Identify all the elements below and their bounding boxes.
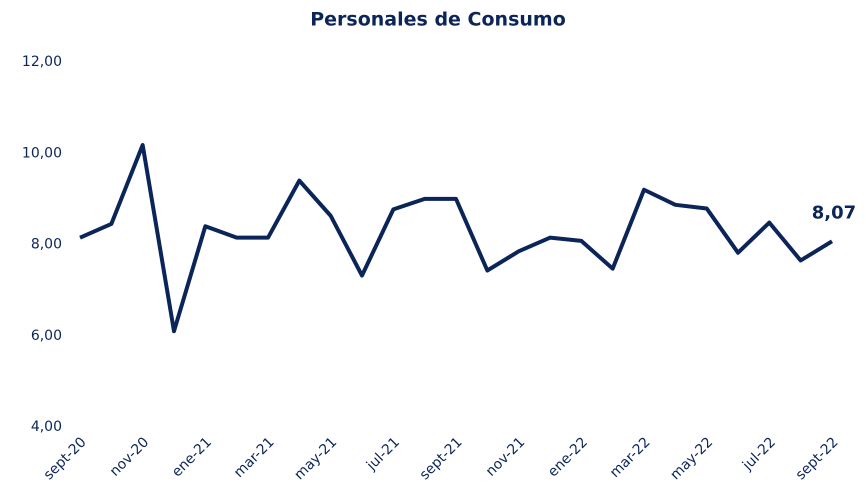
y-tick-label: 12,00	[22, 54, 62, 70]
line-series	[79, 143, 834, 334]
x-tick-label: ene-22	[545, 434, 591, 480]
x-tick-label: may-21	[291, 434, 340, 483]
chart-title: Personales de Consumo	[310, 9, 566, 31]
x-tick-label: sept-21	[417, 434, 466, 483]
x-tick-label: mar-21	[231, 434, 278, 481]
y-tick-label: 10,00	[22, 145, 62, 161]
x-tick-label: sept-20	[41, 434, 90, 483]
y-tick-label: 8,00	[31, 237, 62, 253]
x-tick-label: nov-20	[107, 434, 152, 479]
y-tick-label: 4,00	[31, 419, 62, 435]
x-tick-label: may-22	[667, 434, 716, 483]
x-tick-label: ene-21	[169, 434, 215, 480]
x-tick-label: sept-22	[793, 434, 842, 483]
x-tick-label: jul-21	[363, 434, 403, 474]
x-tick-label: nov-21	[483, 434, 528, 479]
y-tick-label: 6,00	[31, 328, 62, 344]
data-label: 8,07	[812, 202, 856, 223]
x-tick-label: mar-22	[607, 434, 654, 481]
x-tick-label: jul-22	[739, 434, 779, 474]
